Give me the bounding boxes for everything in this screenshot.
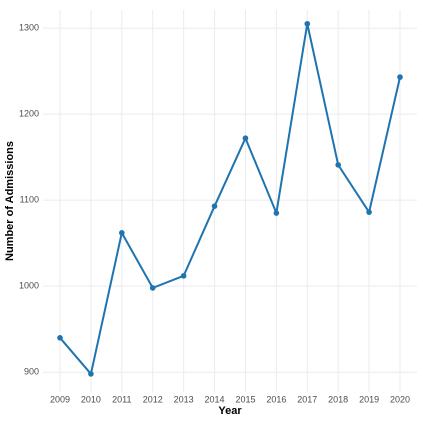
point: [88, 371, 94, 377]
point: [57, 334, 63, 341]
x-axis-title: Year: [218, 405, 242, 417]
y-tick-label: 1000: [19, 281, 39, 291]
point: [211, 203, 218, 209]
x-tick-label: 2013: [174, 394, 194, 404]
point: [273, 210, 280, 216]
x-tick-label: 2016: [266, 394, 286, 404]
y-tick-label: 1200: [19, 108, 39, 118]
y-axis-title: Number of Admissions: [4, 141, 16, 261]
x-tick-label: 2017: [297, 394, 317, 404]
point: [397, 74, 403, 80]
y-tick-label: 1100: [20, 195, 39, 205]
point: [366, 209, 372, 215]
x-tick-label: 2014: [205, 394, 225, 404]
point: [180, 273, 187, 279]
x-tick-label: 2019: [359, 394, 379, 404]
x-tick-label: 2018: [328, 394, 348, 404]
x-tick-label: 2010: [81, 394, 101, 404]
x-tick-label: 2015: [235, 394, 255, 404]
series-line: [59, 23, 401, 377]
y-tick-label: 1300: [19, 22, 39, 32]
x-tick-label: 2011: [112, 394, 131, 404]
x-tick-label: 2009: [50, 394, 70, 404]
point: [149, 285, 156, 291]
point: [335, 162, 341, 168]
x-tick-label: 2012: [143, 394, 163, 404]
point: [242, 135, 249, 141]
point: [304, 20, 311, 27]
point: [119, 230, 125, 236]
y-tick-label: 900: [24, 367, 39, 377]
x-tick-label: 2020: [390, 394, 410, 404]
